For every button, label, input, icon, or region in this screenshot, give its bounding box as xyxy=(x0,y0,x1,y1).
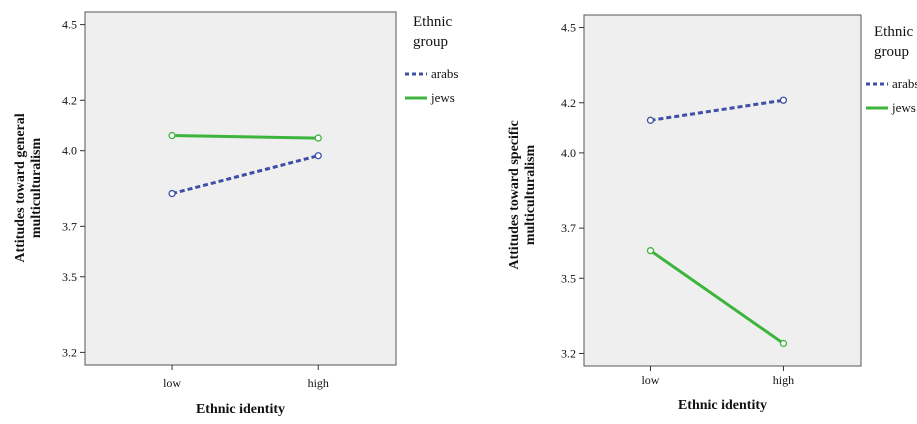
plot-area xyxy=(584,15,861,366)
data-point-arabs-low xyxy=(647,117,653,123)
y-tick-label: 3.2 xyxy=(62,345,77,359)
chart-panel-1: 3.2 3.5 3.7 4.0 4.2 4.5 low high Ethnic identity… xyxy=(13,12,458,417)
y-axis-title-line: multiculturalism xyxy=(29,138,44,239)
data-point-arabs-high xyxy=(315,153,321,159)
y-tick-label: 3.5 xyxy=(561,271,576,285)
data-point-arabs-low xyxy=(169,191,175,197)
legend-label-jews: jews xyxy=(430,90,455,105)
data-point-jews-low xyxy=(169,133,175,139)
x-tick-label: high xyxy=(308,376,329,390)
y-axis-title-line: Attitudes toward specific xyxy=(507,120,522,269)
data-point-jews-high xyxy=(780,340,786,346)
legend-label-arabs: arabs xyxy=(431,66,458,81)
plot-area xyxy=(85,12,396,365)
y-tick-label: 3.7 xyxy=(62,219,77,233)
y-tick-label: 3.7 xyxy=(561,221,576,235)
legend-title-line: Ethnic xyxy=(874,24,913,40)
y-tick-label: 4.2 xyxy=(62,93,77,107)
y-tick-label: 4.2 xyxy=(561,96,576,110)
y-tick-label: 3.2 xyxy=(561,346,576,360)
y-axis-title-line: Attitudes toward general xyxy=(13,113,28,262)
x-tick-label: high xyxy=(773,373,794,387)
y-tick-label: 4.5 xyxy=(561,21,576,35)
legend: Ethnic group arabs jews xyxy=(405,14,458,105)
y-tick-label: 4.0 xyxy=(561,146,576,160)
x-tick-label: low xyxy=(641,373,659,387)
y-axis-title-line: multiculturalism xyxy=(523,145,538,246)
x-tick-label: low xyxy=(163,376,181,390)
legend-title-line: group xyxy=(874,44,909,60)
data-point-jews-low xyxy=(647,248,653,254)
y-axis-title: Attitudes toward general multiculturalism xyxy=(13,113,44,262)
x-axis-title: Ethnic identity xyxy=(678,398,767,413)
legend-title-line: group xyxy=(413,34,448,50)
y-tick-label: 4.5 xyxy=(62,18,77,32)
x-axis-title: Ethnic identity xyxy=(196,402,285,417)
data-point-jews-high xyxy=(315,135,321,141)
y-axis-title: Attitudes toward specific multiculturalis… xyxy=(507,120,538,269)
y-tick-label: 4.0 xyxy=(62,144,77,158)
legend-label-jews: jews xyxy=(891,100,916,115)
legend: Ethnic group arabs jews xyxy=(866,24,917,115)
chart-panel-2: 3.2 3.5 3.7 4.0 4.2 4.5 low high Ethnic identity… xyxy=(507,15,917,413)
y-tick-label: 3.5 xyxy=(62,270,77,284)
data-point-arabs-high xyxy=(780,97,786,103)
legend-label-arabs: arabs xyxy=(892,76,917,91)
legend-title-line: Ethnic xyxy=(413,14,452,30)
